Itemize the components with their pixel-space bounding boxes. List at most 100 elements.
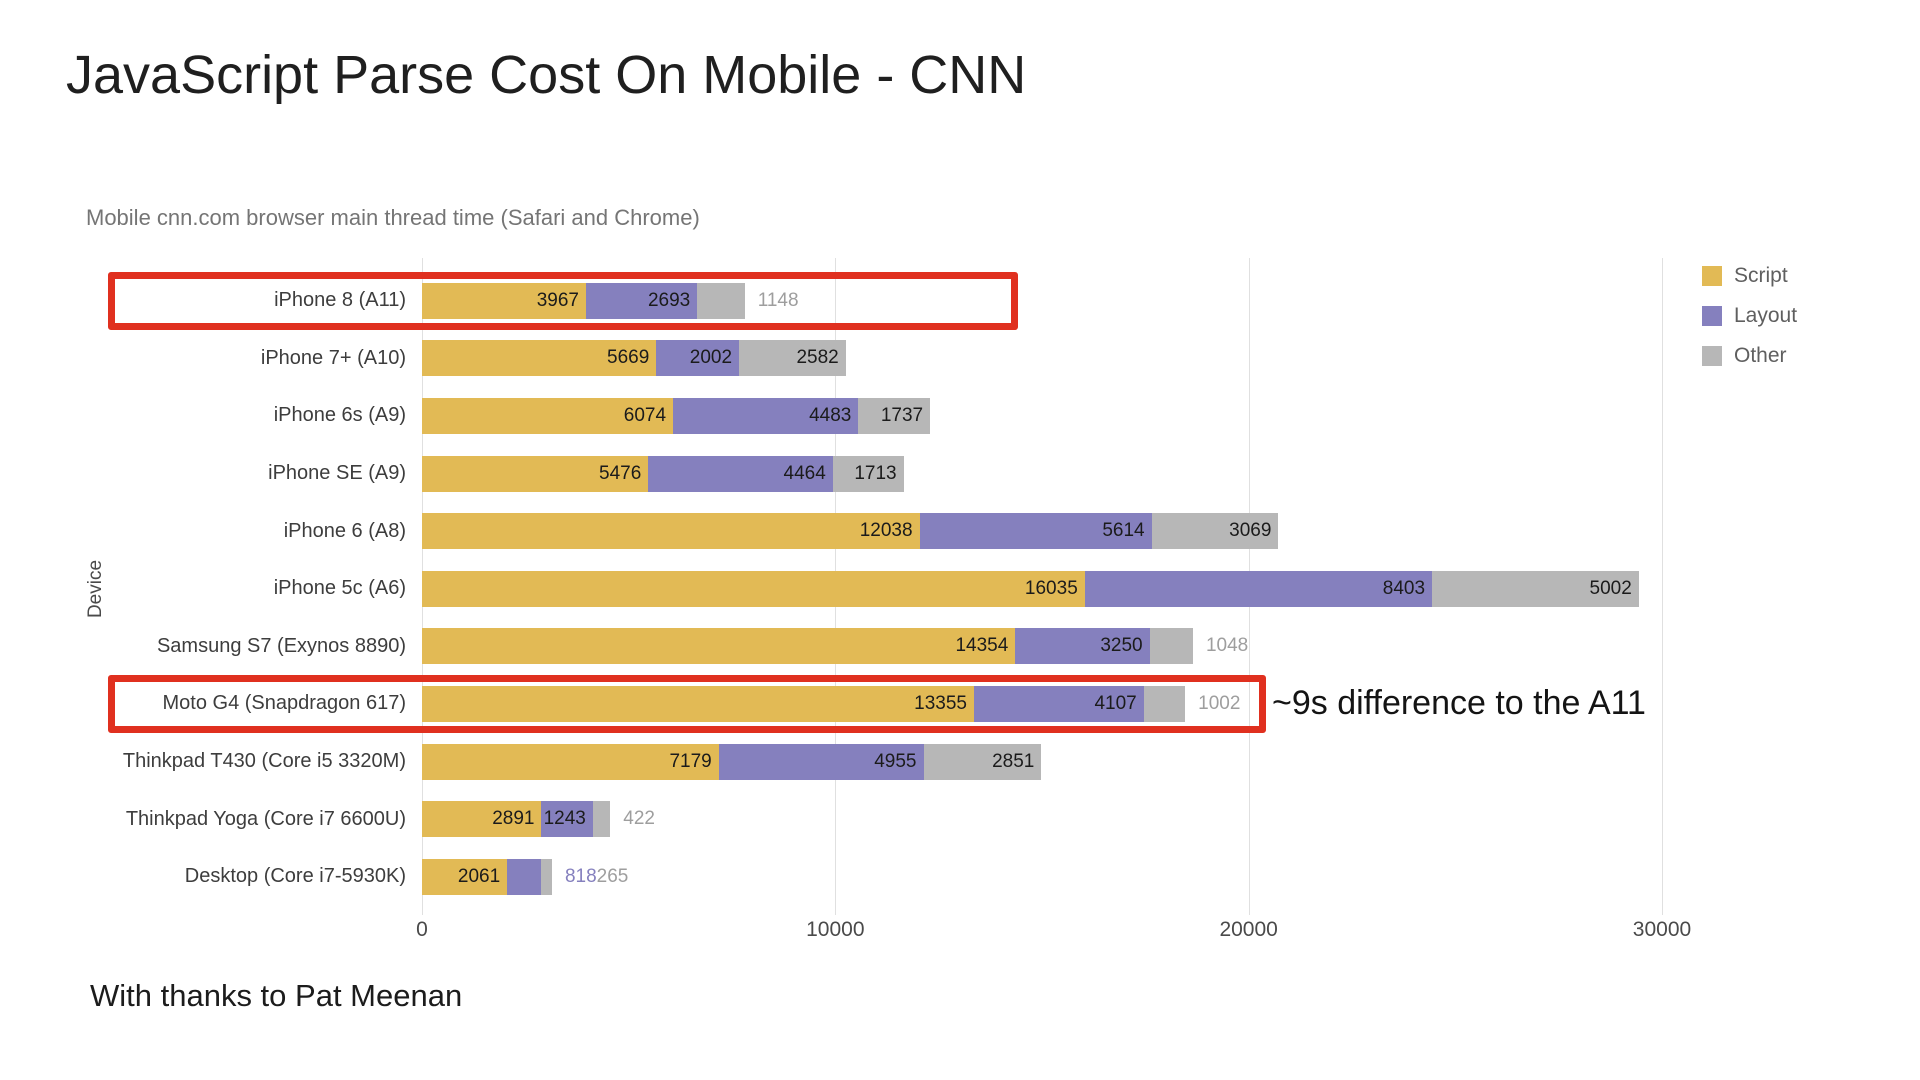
bar-segment-layout: 4955 <box>718 743 924 780</box>
gridline <box>1662 258 1663 915</box>
bar-segment-other <box>592 801 611 838</box>
bar-segment-layout: 2693 <box>585 282 698 319</box>
x-tick-label: 0 <box>416 918 428 941</box>
category-label: iPhone 5c (A6) <box>273 577 406 600</box>
bar-track: 13355 4107 1002 <box>422 685 1240 722</box>
legend-label: Other <box>1734 344 1787 367</box>
value-label: 3967 <box>536 289 579 311</box>
value-label: 13355 <box>914 692 967 714</box>
bar-segment-other: 3069 <box>1151 513 1279 550</box>
value-label: 2851 <box>992 750 1035 772</box>
value-label: 7179 <box>669 750 712 772</box>
value-label: 5476 <box>599 462 642 484</box>
legend-item-script: Script <box>1702 256 1797 296</box>
bar-segment-other <box>1149 628 1193 665</box>
bar-row: iPhone 8 (A11) 3967 2693 1148 <box>0 272 1920 330</box>
y-axis-label: Device <box>85 559 106 619</box>
bar-segment-layout: 2002 <box>656 340 740 377</box>
bar-track: 14354 3250 1048 <box>422 628 1248 665</box>
value-label: 5669 <box>607 347 650 369</box>
page-title: JavaScript Parse Cost On Mobile - CNN <box>66 45 1027 105</box>
bar-segment-other: 1713 <box>832 455 904 492</box>
category-label: Desktop (Core i7-5930K) <box>184 865 406 888</box>
bar-segment-other: 2851 <box>923 743 1042 780</box>
bar-row: Thinkpad T430 (Core i5 3320M) 7179 4955 285… <box>0 733 1920 791</box>
bar-segment-layout: 5614 <box>919 513 1152 550</box>
category-label: Moto G4 (Snapdragon 617) <box>162 692 407 715</box>
legend: Script Layout Other <box>1702 256 1797 376</box>
bar-row: Desktop (Core i7-5930K) 2061 818 265 <box>0 848 1920 906</box>
category-label: Thinkpad Yoga (Core i7 6600U) <box>125 807 406 830</box>
outside-value-labels: 1048 <box>1193 628 1248 664</box>
bar-segment-script: 2061 <box>422 858 508 895</box>
x-tick-label: 10000 <box>806 918 865 941</box>
bar-segment-script: 14354 <box>422 628 1016 665</box>
outside-value-labels: 818 265 <box>552 859 628 895</box>
bar-row: iPhone SE (A9) 5476 4464 1713 <box>0 445 1920 503</box>
bar-segment-script: 2891 <box>422 801 542 838</box>
bar-segment-script: 16035 <box>422 570 1085 607</box>
bar-track: 2891 1243 422 <box>422 801 655 838</box>
bar-segment-layout: 3250 <box>1015 628 1150 665</box>
value-label: 2891 <box>492 808 535 830</box>
bar-segment-script: 13355 <box>422 685 974 722</box>
bar-segment-layout: 4107 <box>974 685 1144 722</box>
bar-segment-script: 3967 <box>422 282 586 319</box>
legend-item-layout: Layout <box>1702 296 1797 336</box>
bar-track: 5476 4464 1713 <box>422 455 904 492</box>
bar-row: iPhone 5c (A6) 16035 8403 5002 <box>0 560 1920 618</box>
value-label-outside: 1048 <box>1205 635 1249 657</box>
bar-row: iPhone 6s (A9) 6074 4483 1737 <box>0 387 1920 445</box>
value-label: 3069 <box>1229 520 1272 542</box>
x-tick-label: 30000 <box>1632 918 1692 941</box>
value-label-outside: 265 <box>596 865 629 887</box>
value-label: 5002 <box>1589 577 1632 599</box>
bar-segment-script: 5669 <box>422 340 657 377</box>
bar-track: 7179 4955 2851 <box>422 743 1042 780</box>
outside-value-labels: 1002 <box>1185 686 1240 722</box>
value-label: 5614 <box>1102 520 1145 542</box>
bar-segment-layout: 8403 <box>1084 570 1433 607</box>
bar-segment-script: 6074 <box>422 397 674 434</box>
value-label: 1737 <box>880 404 924 426</box>
legend-swatch-other <box>1702 346 1722 366</box>
category-label: Samsung S7 (Exynos 8890) <box>156 634 406 657</box>
value-label: 6074 <box>623 404 667 426</box>
bar-row: Samsung S7 (Exynos 8890) 14354 3250 1048 <box>0 618 1920 676</box>
value-label: 8403 <box>1382 577 1426 599</box>
category-label: iPhone SE (A9) <box>268 462 406 485</box>
category-label: Thinkpad T430 (Core i5 3320M) <box>122 750 406 773</box>
legend-swatch-script <box>1702 266 1722 286</box>
value-label: 4955 <box>874 750 917 772</box>
bar-segment-other: 2582 <box>739 340 846 377</box>
outside-value-labels: 1148 <box>745 283 799 319</box>
bar-segment-layout: 1243 <box>541 801 593 838</box>
category-label: iPhone 6s (A9) <box>273 404 406 427</box>
bar-segment-other <box>1143 685 1186 722</box>
category-label: iPhone 8 (A11) <box>274 289 406 312</box>
bar-segment-other <box>540 858 552 895</box>
bar-track: 6074 4483 1737 <box>422 397 931 434</box>
bar-segment-layout: 4464 <box>648 455 833 492</box>
value-label: 2693 <box>647 289 691 311</box>
legend-swatch-layout <box>1702 306 1722 326</box>
bar-row: iPhone 7+ (A10) 5669 2002 2582 <box>0 330 1920 388</box>
value-label: 1713 <box>854 462 897 484</box>
category-label: iPhone 7+ (A10) <box>260 346 406 369</box>
bar-segment-script: 12038 <box>422 513 920 550</box>
bar-segment-other: 5002 <box>1432 570 1639 607</box>
bar-segment-script: 7179 <box>422 743 719 780</box>
bar-track: 5669 2002 2582 <box>422 340 846 377</box>
bar-row: iPhone 6 (A8) 12038 5614 3069 <box>0 502 1920 560</box>
bar-track: 3967 2693 1148 <box>422 282 799 319</box>
bar-row: Thinkpad Yoga (Core i7 6600U) 2891 1243 422 <box>0 790 1920 848</box>
value-label: 1243 <box>543 808 586 830</box>
value-label-outside: 422 <box>623 808 655 830</box>
chart-subtitle: Mobile cnn.com browser main thread time … <box>86 205 700 230</box>
bar-segment-other <box>697 282 745 319</box>
value-label: 3250 <box>1100 635 1143 657</box>
value-label: 14354 <box>955 635 1009 657</box>
highlight-box <box>108 675 1266 733</box>
x-tick-label: 20000 <box>1219 918 1278 941</box>
